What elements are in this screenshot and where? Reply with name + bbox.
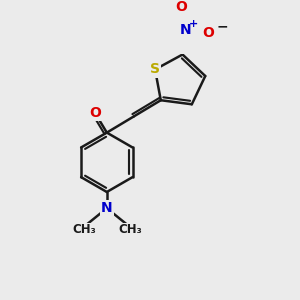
- Text: −: −: [216, 20, 228, 33]
- Text: CH₃: CH₃: [118, 223, 142, 236]
- Text: N: N: [101, 201, 112, 215]
- Text: N: N: [180, 23, 191, 38]
- Text: +: +: [189, 20, 198, 29]
- Text: S: S: [150, 62, 160, 76]
- Text: O: O: [203, 26, 214, 40]
- Text: O: O: [176, 1, 188, 14]
- Text: O: O: [89, 106, 101, 120]
- Text: CH₃: CH₃: [72, 223, 96, 236]
